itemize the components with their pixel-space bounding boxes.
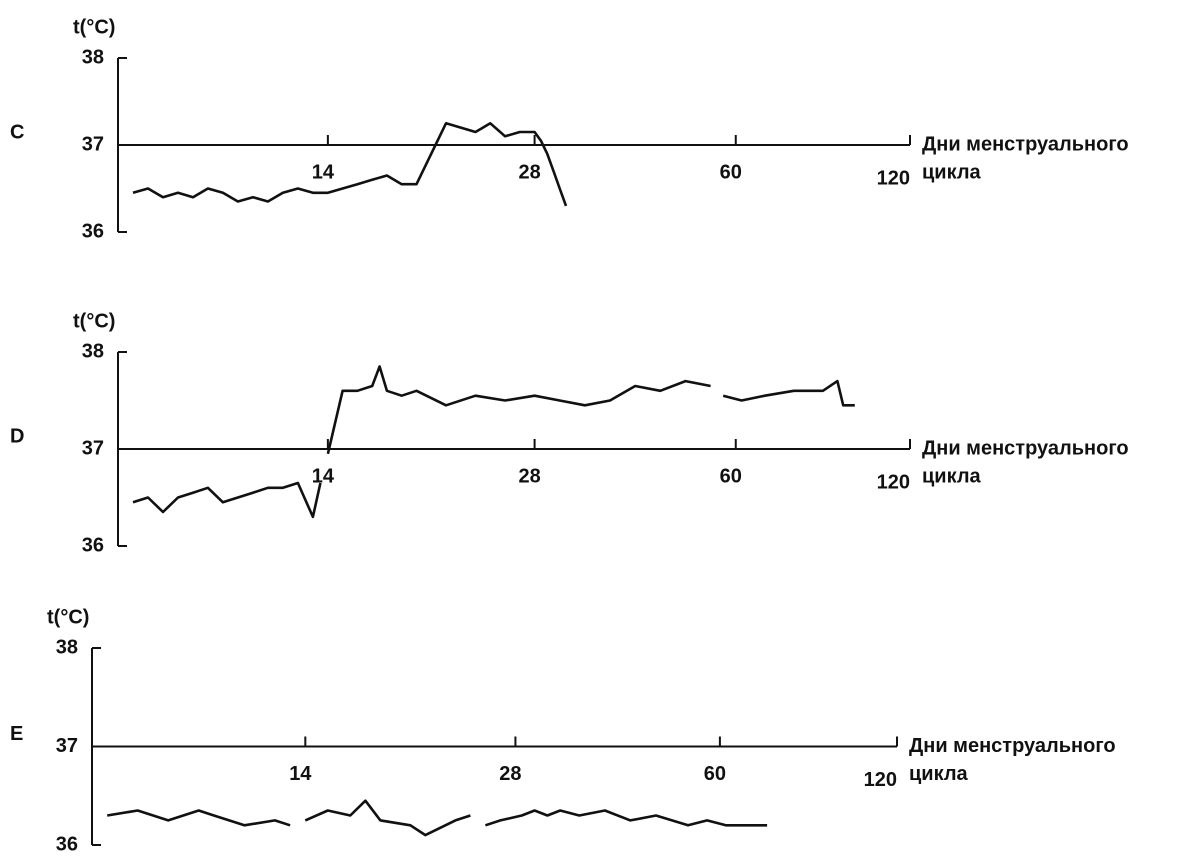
x-tick-label: 60 xyxy=(704,763,726,785)
y-tick-label: 36 xyxy=(82,534,104,556)
y-tick-label: 38 xyxy=(82,46,104,68)
y-tick-label: 37 xyxy=(82,437,104,459)
temperature-line xyxy=(132,122,568,207)
x-tick-label: 120 xyxy=(864,769,897,791)
x-axis-label: цикла xyxy=(909,763,969,785)
x-axis-label: Дни менструального xyxy=(922,437,1129,459)
x-tick-label: 120 xyxy=(877,471,910,493)
x-axis-label: Дни менструального xyxy=(922,133,1129,155)
y-tick-label: 37 xyxy=(82,133,104,155)
temperature-line xyxy=(106,799,768,837)
y-tick-label: 38 xyxy=(82,340,104,362)
x-axis-label: цикла xyxy=(922,465,982,487)
y-tick-label: 36 xyxy=(82,220,104,242)
x-axis-label: Дни менструального xyxy=(909,735,1116,757)
x-tick-label: 60 xyxy=(720,161,742,183)
x-axis-label: цикла xyxy=(922,161,982,183)
x-tick-label: 14 xyxy=(289,763,312,785)
temperature-line xyxy=(132,365,855,519)
x-tick-label: 120 xyxy=(877,167,910,189)
x-tick-label: 28 xyxy=(518,465,540,487)
x-tick-label: 60 xyxy=(720,465,742,487)
y-axis-label: t(°C) xyxy=(47,606,89,628)
x-tick-label: 14 xyxy=(312,465,335,487)
y-tick-label: 36 xyxy=(56,833,78,855)
y-axis-label: t(°C) xyxy=(73,310,115,332)
panel-label: C xyxy=(10,121,24,143)
x-tick-label: 28 xyxy=(499,763,521,785)
x-tick-label: 14 xyxy=(312,161,335,183)
x-tick-label: 28 xyxy=(518,161,540,183)
y-axis-label: t(°C) xyxy=(73,16,115,38)
y-tick-label: 38 xyxy=(56,636,78,658)
panel-label: D xyxy=(10,425,24,447)
y-tick-label: 37 xyxy=(56,735,78,757)
panel-label: E xyxy=(10,723,23,745)
